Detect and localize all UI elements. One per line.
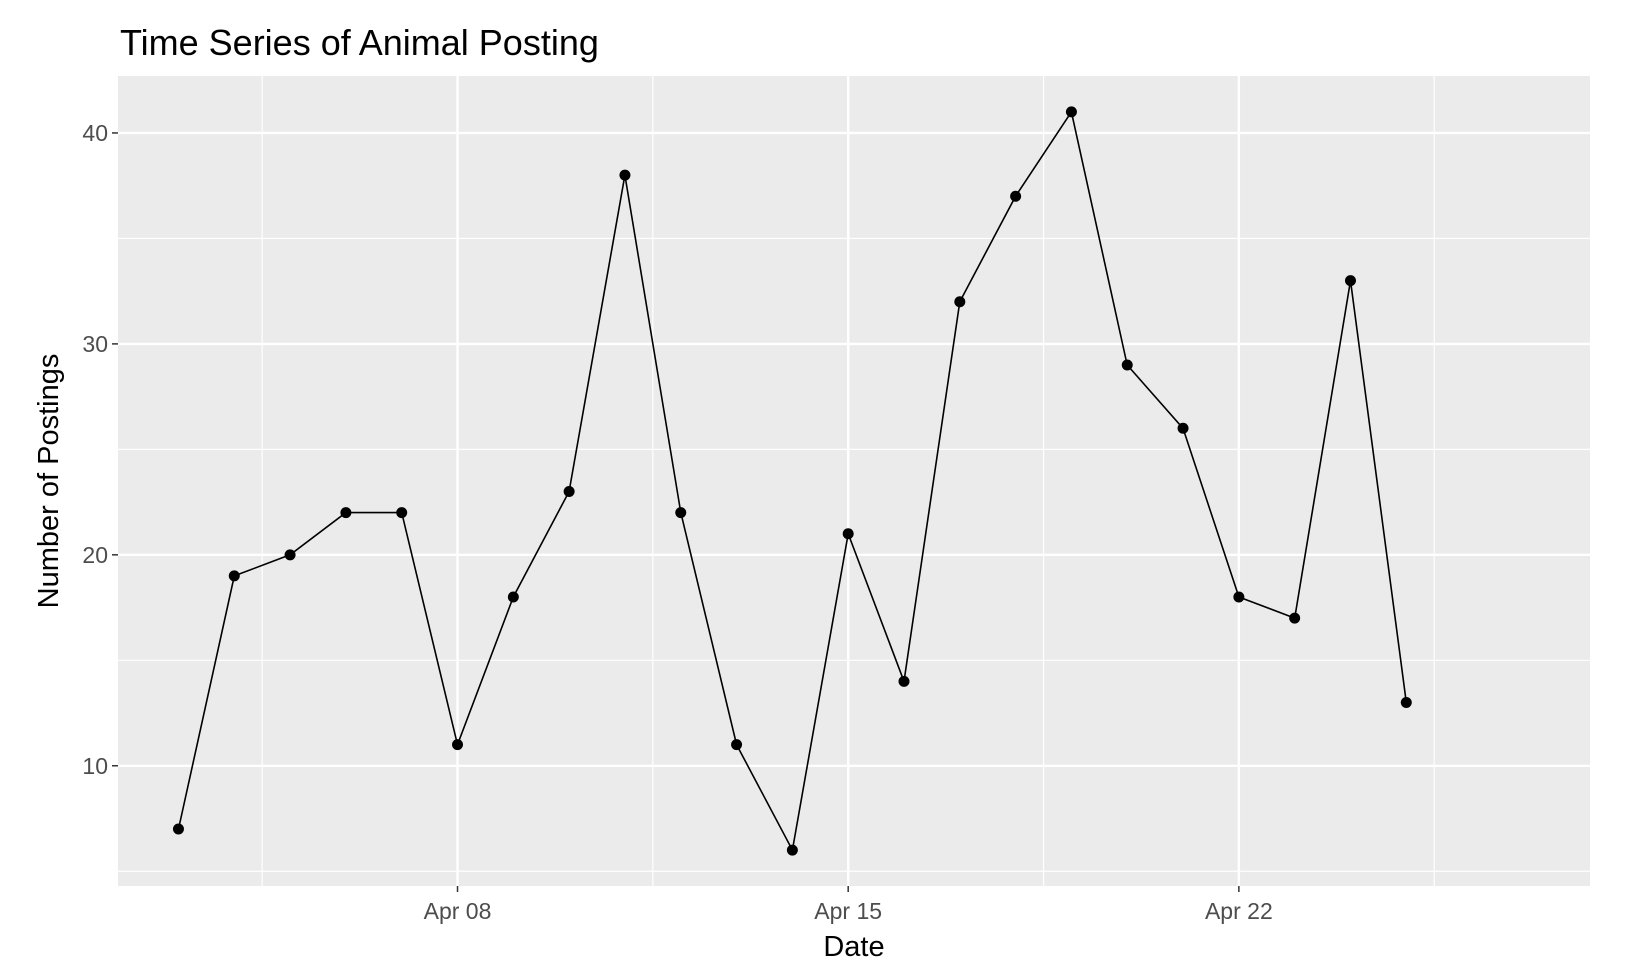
data-point	[563, 486, 575, 498]
data-point	[675, 507, 687, 519]
data-point	[228, 570, 240, 582]
x-tick-label: Apr 08	[424, 898, 492, 924]
chart-title: Time Series of Animal Posting	[120, 22, 599, 63]
x-axis: Apr 08 Apr 15 Apr 22	[424, 886, 1273, 924]
series-points-group	[172, 106, 1412, 856]
data-point	[619, 169, 631, 181]
data-point	[1400, 696, 1412, 708]
data-point	[954, 296, 966, 308]
data-point	[1065, 106, 1077, 118]
y-tick-label: 30	[82, 331, 108, 357]
data-point	[842, 528, 854, 540]
x-axis-title: Date	[823, 931, 884, 963]
data-point	[172, 823, 184, 835]
data-point	[340, 507, 352, 519]
data-point	[396, 507, 408, 519]
data-point	[786, 844, 798, 856]
y-tick-label: 40	[82, 120, 108, 146]
data-point	[452, 739, 464, 751]
data-point	[1233, 591, 1245, 603]
y-tick-label: 20	[82, 542, 108, 568]
data-point	[1344, 275, 1356, 287]
data-point	[1289, 612, 1301, 624]
grid-major	[118, 76, 1590, 886]
y-axis-title: Number of Postings	[33, 354, 65, 609]
data-point	[507, 591, 519, 603]
y-axis: 10 20 30 40	[82, 120, 118, 779]
plot-panel	[118, 76, 1590, 886]
data-point	[898, 675, 910, 687]
data-point	[1010, 190, 1022, 202]
data-point	[284, 549, 296, 561]
y-tick-label: 10	[82, 753, 108, 779]
data-point	[731, 739, 743, 751]
data-point	[1177, 422, 1189, 434]
x-tick-label: Apr 22	[1205, 898, 1273, 924]
data-point	[1121, 359, 1133, 371]
x-tick-label: Apr 15	[814, 898, 882, 924]
grid-minor	[118, 76, 1590, 886]
